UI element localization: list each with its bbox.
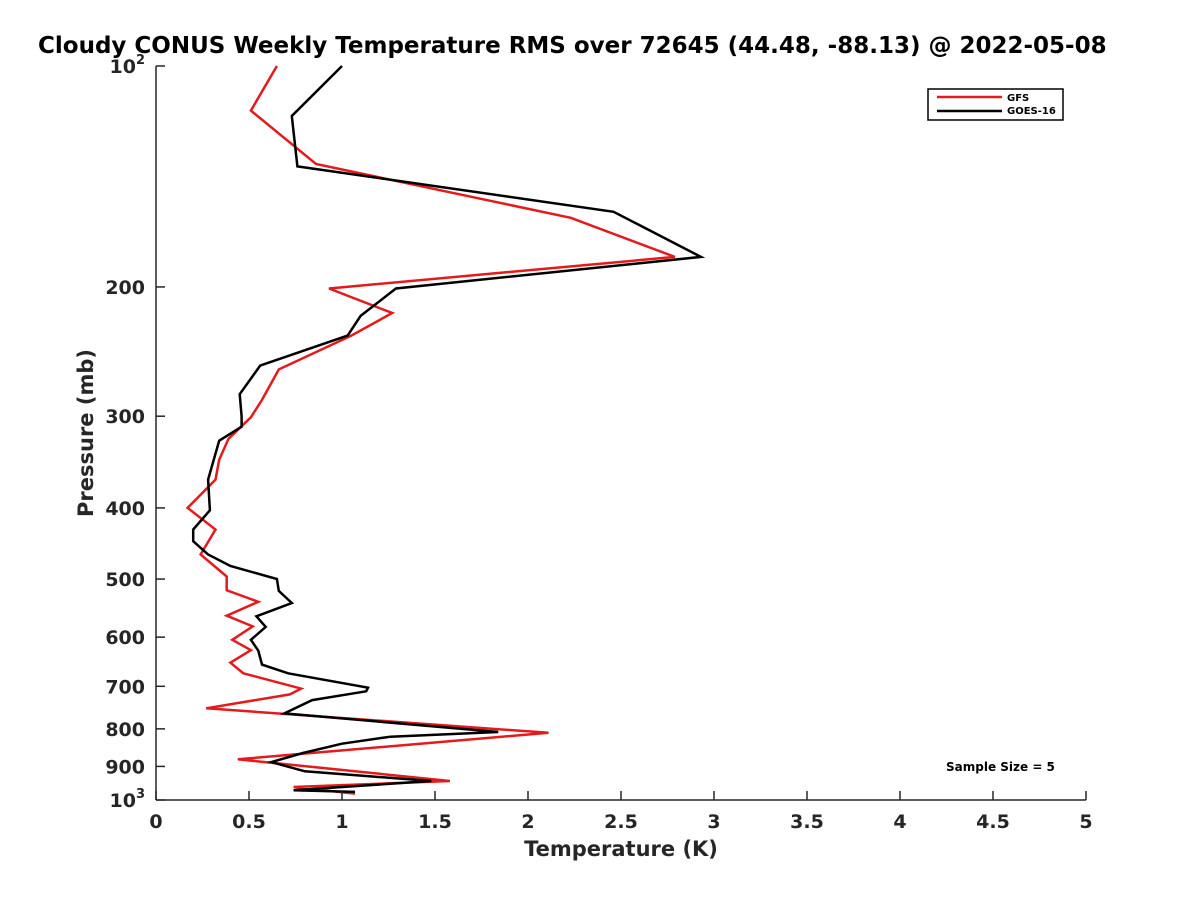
x-ticks: 0 0.5 1 1.5 2 2.5 3 3.5 4 4.5 5 — [149, 791, 1093, 833]
y-tick-label: 600 — [105, 627, 145, 649]
x-tick-label: 0.5 — [232, 811, 266, 833]
x-tick-label: 5 — [1079, 811, 1092, 833]
chart-title: Cloudy CONUS Weekly Temperature RMS over… — [38, 33, 1107, 59]
y-tick-label: 102 — [110, 53, 146, 78]
x-tick-label: 0 — [149, 811, 162, 833]
y-tick-label: 300 — [105, 406, 145, 428]
legend-label-gfs: GFS — [1007, 93, 1029, 104]
x-tick-label: 4 — [893, 811, 906, 833]
x-tick-label: 1.5 — [418, 811, 452, 833]
series-layer — [185, 65, 706, 795]
x-tick-label: 3 — [707, 811, 720, 833]
x-axis-label: Temperature (K) — [524, 837, 718, 861]
series-line-gfs — [185, 65, 676, 795]
plot-area — [156, 66, 1086, 800]
y-tick-label: 200 — [105, 277, 145, 299]
x-tick-label: 4.5 — [976, 811, 1010, 833]
y-tick-label: 700 — [105, 676, 145, 698]
y-tick-label: 900 — [105, 756, 145, 778]
legend-label-goes16: GOES-16 — [1007, 106, 1056, 117]
x-tick-label: 2.5 — [604, 811, 638, 833]
legend: GFS GOES-16 — [927, 88, 1064, 121]
y-axis-label: Pressure (mb) — [74, 349, 98, 517]
y-ticks: 102 200 300 400 500 600 700 800 900 103 — [105, 53, 165, 812]
series-line-goes16 — [191, 65, 706, 794]
legend-box — [927, 88, 1064, 121]
x-tick-label: 3.5 — [790, 811, 824, 833]
y-tick-label: 500 — [105, 569, 145, 591]
y-tick-label: 103 — [110, 787, 146, 812]
x-tick-label: 1 — [335, 811, 348, 833]
sample-size-annotation: Sample Size = 5 — [946, 760, 1055, 774]
y-tick-label: 400 — [105, 498, 145, 520]
y-tick-label: 800 — [105, 719, 145, 741]
x-tick-label: 2 — [521, 811, 534, 833]
